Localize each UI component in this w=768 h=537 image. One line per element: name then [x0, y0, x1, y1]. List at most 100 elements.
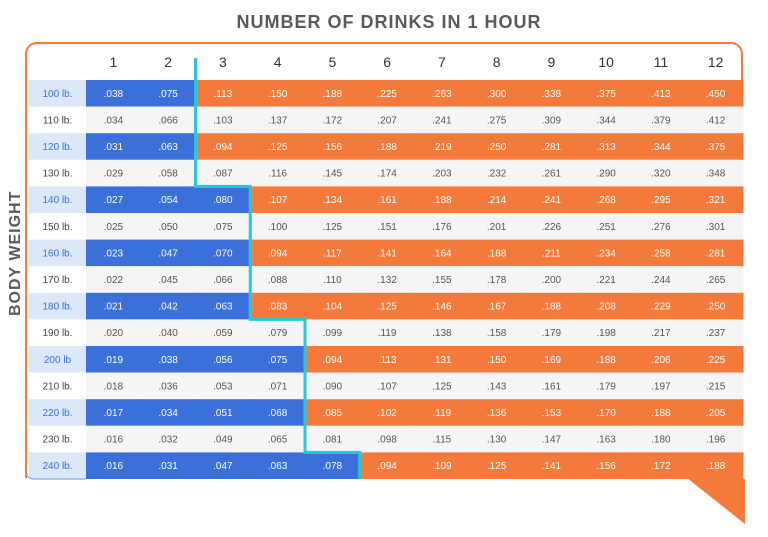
weight-label-bg: [29, 106, 86, 134]
bac-cell: [250, 80, 306, 107]
bac-cell: [195, 106, 251, 134]
weight-label-bg: [29, 266, 86, 293]
bac-cell: [578, 159, 634, 187]
bac-cell: [469, 399, 525, 426]
bac-value: .188: [542, 302, 562, 313]
bac-cell: [524, 425, 580, 453]
bac-value: .161: [542, 381, 562, 392]
drinks-header-9: 9: [547, 54, 555, 70]
bac-value: .117: [323, 248, 342, 259]
bac-value: .161: [377, 195, 397, 206]
bac-value: .090: [323, 381, 343, 392]
bac-value: .110: [323, 275, 342, 286]
bac-value: .158: [487, 328, 507, 339]
bac-cell: [469, 266, 525, 293]
bac-cell: [524, 452, 580, 479]
bac-value: .137: [268, 115, 288, 126]
weight-label-bg: [29, 239, 86, 267]
weight-label-bg: [29, 346, 86, 373]
bac-cell: [469, 133, 525, 160]
bac-value: .125: [323, 222, 343, 233]
bac-value: .198: [596, 328, 616, 339]
bac-cell: [140, 266, 196, 293]
bac-cell: [633, 186, 689, 213]
weight-label: 110 lb.: [43, 115, 72, 126]
bac-cell: [414, 186, 470, 213]
bac-cell: [195, 292, 251, 320]
bac-cell: [578, 425, 634, 453]
table-tail-decoration: [688, 479, 745, 524]
bac-cell: [578, 213, 634, 240]
bac-cell: [469, 159, 525, 187]
bac-cell: [414, 372, 470, 400]
bac-value: .155: [432, 275, 452, 286]
weight-label: 180 lb.: [42, 302, 72, 313]
bac-cell: [359, 239, 415, 267]
bac-cell: [195, 159, 251, 187]
bac-cell: [86, 292, 142, 320]
bac-value: .031: [104, 142, 124, 153]
bac-value: .251: [596, 222, 616, 233]
bac-cell: [86, 266, 142, 293]
bac-cell: [359, 372, 415, 400]
bac-cell: [469, 239, 525, 267]
bac-cell: [359, 213, 415, 240]
bac-value: .156: [323, 142, 343, 153]
bac-value: .078: [323, 461, 343, 472]
bac-value: .179: [596, 381, 616, 392]
bac-value: .020: [104, 328, 124, 339]
bac-cell: [86, 186, 142, 213]
bac-value: .244: [651, 275, 671, 286]
bac-cell: [140, 425, 196, 453]
bac-cell: [524, 80, 580, 107]
legal-limit-boundary-line: [194, 58, 362, 479]
bac-cell: [688, 159, 744, 187]
bac-cell: [359, 452, 415, 479]
bac-cell: [305, 159, 361, 187]
bac-value: .164: [432, 248, 452, 259]
weight-label-bg: [29, 80, 86, 107]
bac-cell: [633, 372, 689, 400]
bac-value: .413: [651, 89, 671, 100]
bac-cell: [688, 319, 744, 346]
weight-label-bg: [29, 133, 86, 160]
bac-value: .156: [596, 461, 616, 472]
bac-value: .201: [487, 222, 507, 233]
bac-cell: [633, 239, 689, 267]
bac-cell: [195, 346, 251, 373]
drinks-header-10: 10: [598, 54, 614, 70]
bac-value: .188: [487, 248, 507, 259]
bac-cell: [250, 213, 306, 240]
bac-value: .132: [377, 275, 397, 286]
bac-cell: [469, 106, 525, 134]
bac-cell: [688, 425, 744, 453]
bac-value: .348: [706, 169, 726, 180]
bac-value: .250: [706, 302, 726, 313]
bac-value: .063: [158, 142, 178, 153]
bac-value: .169: [542, 355, 562, 366]
bac-cell: [359, 399, 415, 426]
bac-value: .054: [158, 195, 178, 206]
bac-value: .301: [706, 222, 726, 233]
bac-value: .203: [432, 169, 452, 180]
bac-cell: [86, 133, 142, 160]
bac-value: .176: [432, 222, 452, 233]
bac-value: .116: [268, 169, 287, 180]
bac-cell: [250, 399, 306, 426]
bac-value: .099: [323, 328, 343, 339]
weight-label: 170 lb.: [42, 275, 72, 286]
bac-value: .063: [213, 302, 233, 313]
bac-value: .241: [432, 115, 452, 126]
bac-value: .081: [323, 435, 343, 446]
bac-cell: [688, 186, 744, 213]
bac-cell: [195, 452, 251, 479]
bac-value: .147: [542, 435, 562, 446]
bac-value: .450: [706, 89, 726, 100]
bac-value: .208: [596, 302, 616, 313]
bac-cell: [250, 372, 306, 400]
bac-value: .263: [432, 89, 452, 100]
bac-value: .070: [213, 248, 233, 259]
bac-cell: [578, 292, 634, 320]
bac-value: .107: [377, 381, 397, 392]
bac-value: .174: [377, 169, 397, 180]
